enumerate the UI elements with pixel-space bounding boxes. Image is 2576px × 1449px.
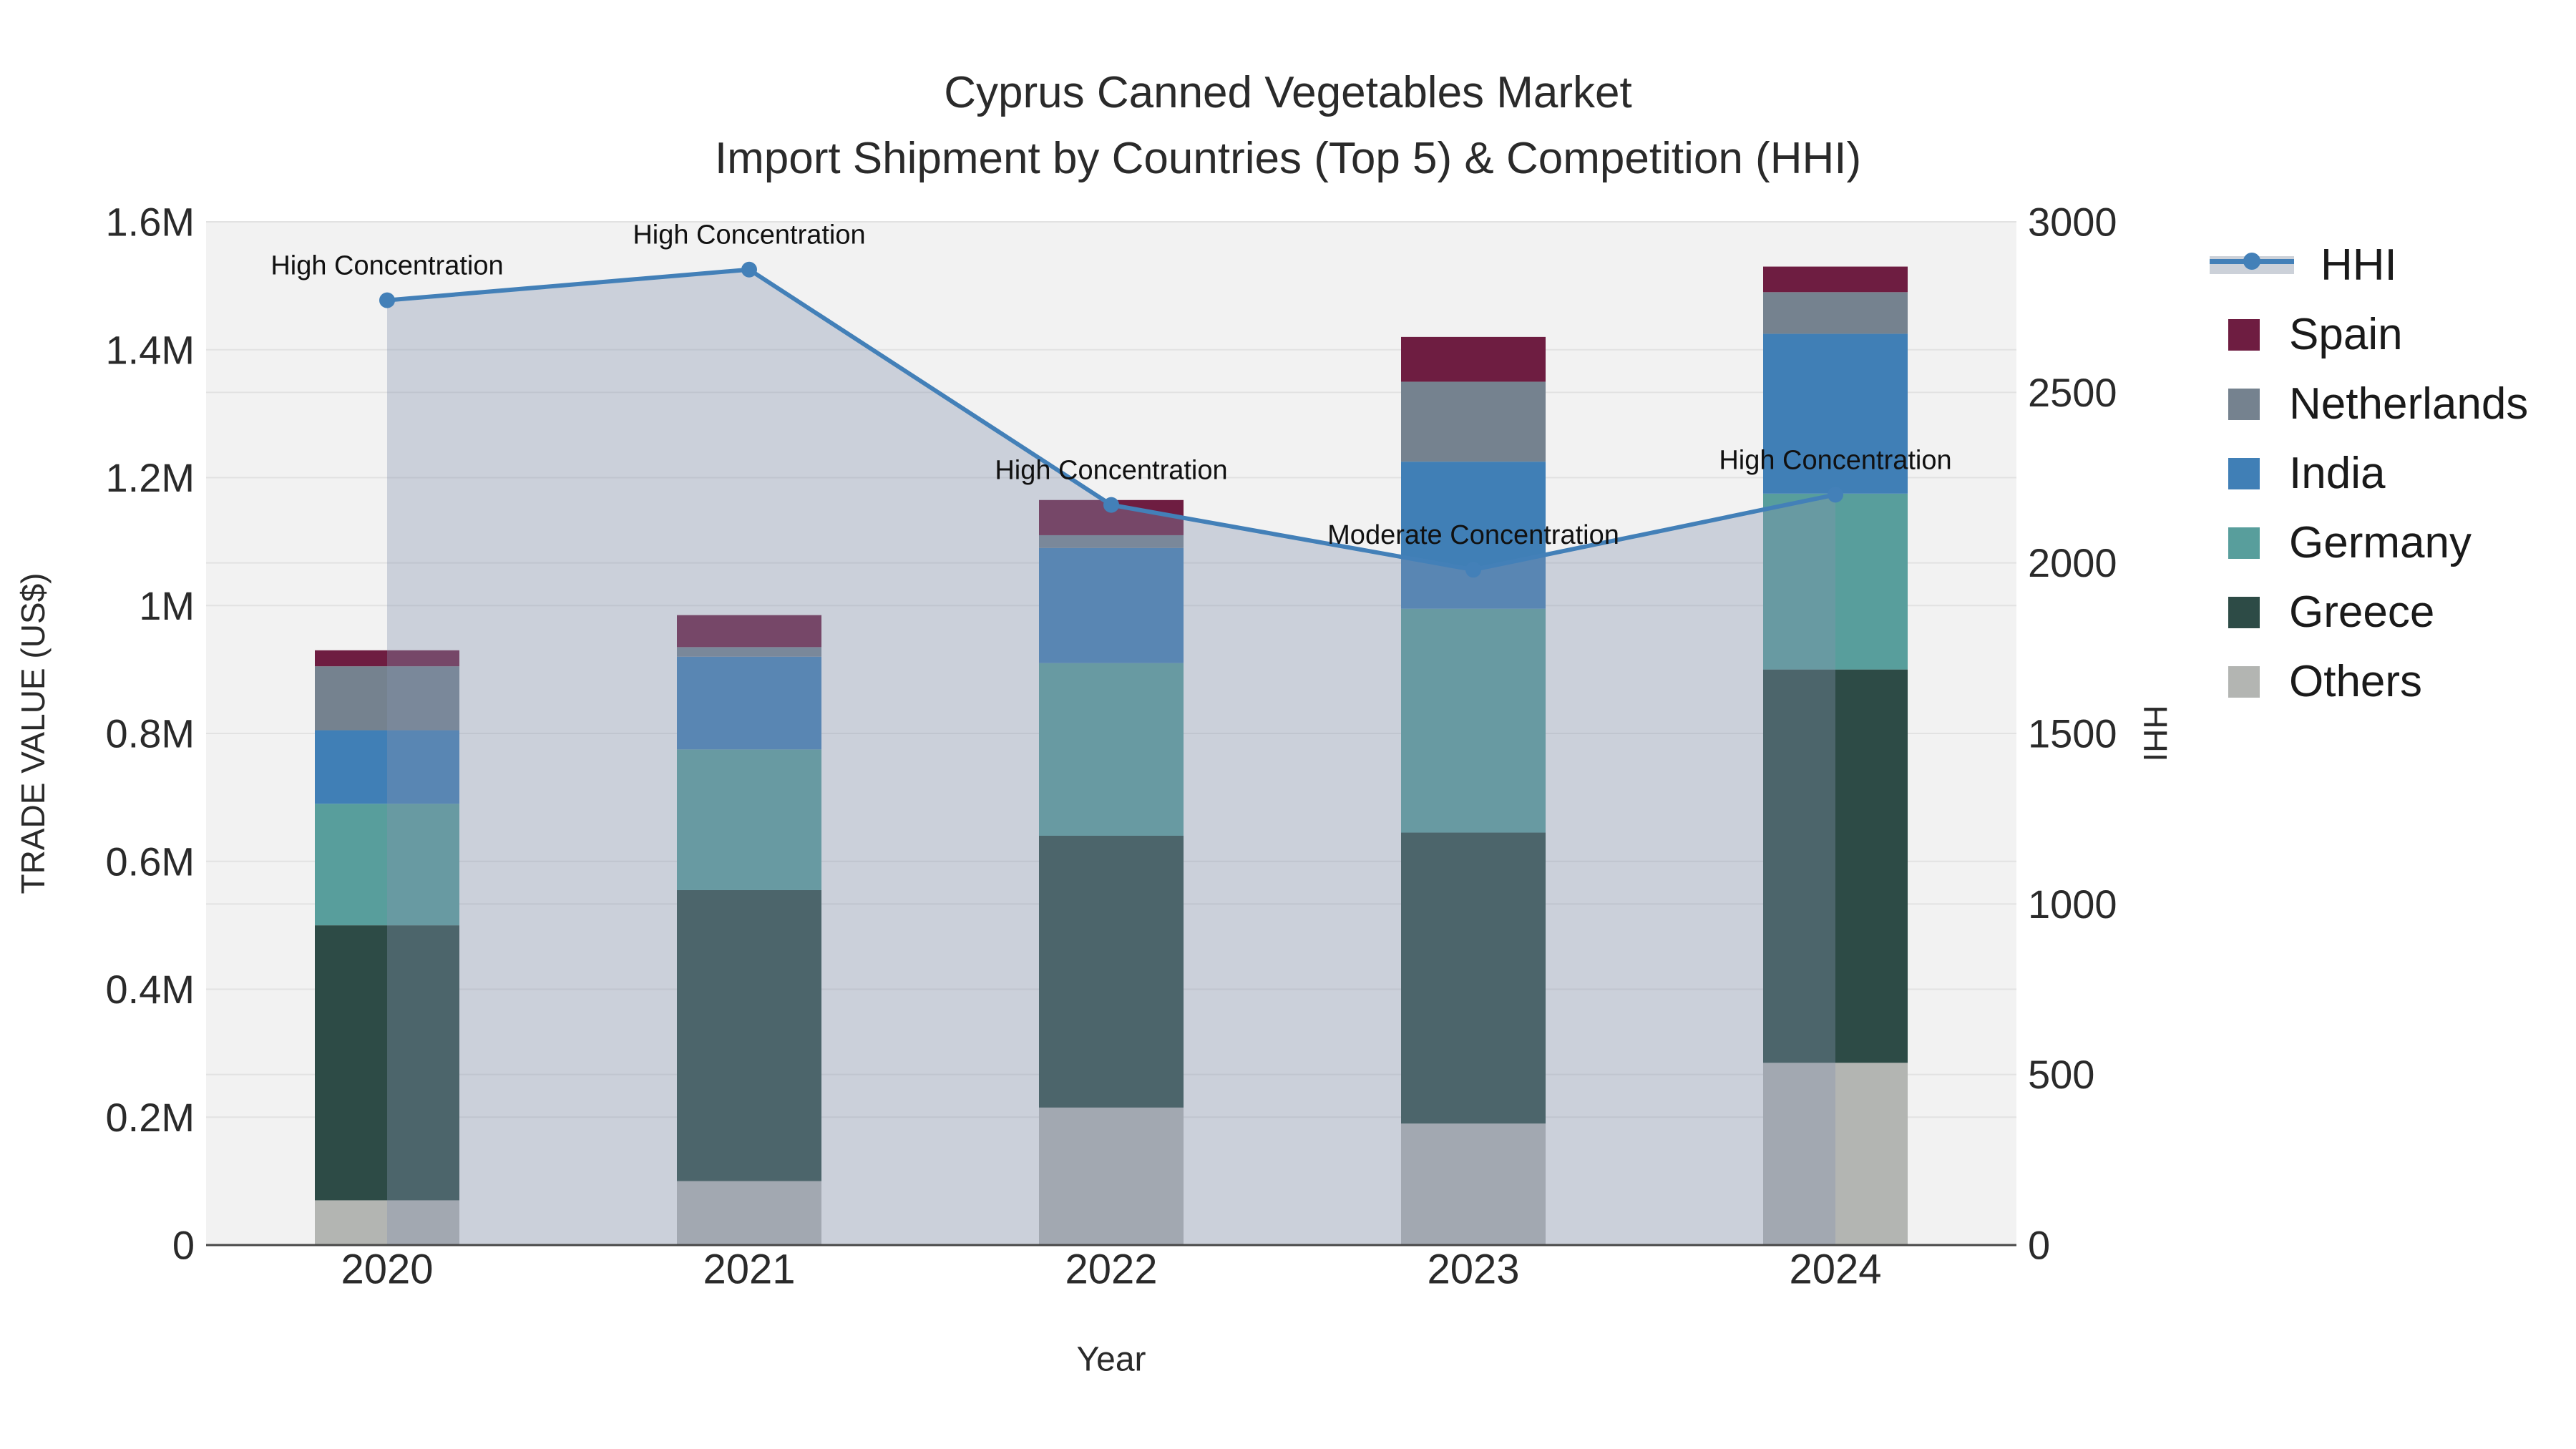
bar-segment-spain-2023 [1401, 336, 1546, 382]
bar-segment-others-2022 [1039, 1107, 1184, 1245]
chart-title: Cyprus Canned Vegetables Market [944, 68, 1632, 117]
y-axis-title-right: HHI [2137, 705, 2174, 762]
x-tick-label-2022: 2022 [1065, 1246, 1157, 1293]
y-axis-title-left: TRADE VALUE (US$) [14, 572, 52, 894]
netherlands-swatch-icon [2228, 388, 2260, 420]
bar-segment-germany-2020 [315, 804, 459, 926]
bar-segment-greece-2022 [1039, 836, 1184, 1108]
hhi-marker-2022 [1103, 497, 1119, 513]
hhi-line-swatch-icon [2210, 253, 2294, 274]
bar-segment-spain-2024 [1763, 266, 1908, 293]
bar-segment-india-2020 [315, 730, 459, 804]
y-right-tick-label: 500 [2028, 1052, 2094, 1097]
hhi-marker-2024 [1828, 487, 1843, 503]
y-left-tick-label: 1.4M [106, 327, 195, 372]
legend-label: Spain [2289, 310, 2403, 359]
bar-segment-others-2024 [1763, 1063, 1908, 1245]
legend-item-others[interactable]: Others [2210, 647, 2528, 716]
bar-segment-germany-2022 [1039, 663, 1184, 836]
bar-segment-greece-2020 [315, 925, 459, 1201]
greece-swatch-icon [2228, 596, 2260, 628]
bar-segment-india-2024 [1763, 333, 1908, 494]
hhi-marker-2023 [1465, 562, 1481, 578]
legend-label: HHI [2321, 240, 2397, 290]
y-left-tick-label: 0.2M [106, 1095, 195, 1140]
bar-segment-netherlands-2021 [677, 647, 821, 657]
y-right-tick-label: 1500 [2028, 711, 2117, 756]
y-left-tick-label: 0.4M [106, 967, 195, 1012]
hhi-marker-2020 [379, 292, 395, 308]
bar-segment-germany-2023 [1401, 608, 1546, 833]
bar-segment-others-2021 [677, 1181, 821, 1245]
hhi-area-fill [387, 269, 1835, 1245]
y-right-tick-label: 3000 [2028, 200, 2117, 245]
bar-segment-others-2020 [315, 1200, 459, 1245]
x-tick-label-2021: 2021 [703, 1246, 795, 1293]
legend: HHI Spain Netherlands India Germany Gree… [2210, 230, 2528, 716]
bar-segment-india-2022 [1039, 547, 1184, 663]
bar-segment-netherlands-2020 [315, 666, 459, 731]
bar-segment-germany-2021 [677, 749, 821, 890]
bar-segment-others-2023 [1401, 1123, 1546, 1245]
y-left-tick-label: 0.8M [106, 711, 195, 756]
y-right-tick-label: 0 [2028, 1223, 2050, 1268]
bar-segment-india-2023 [1401, 462, 1546, 609]
legend-item-india[interactable]: India [2210, 439, 2528, 508]
bar-segment-greece-2021 [677, 889, 821, 1181]
bar-segment-greece-2024 [1763, 669, 1908, 1063]
bar-segment-netherlands-2022 [1039, 535, 1184, 548]
y-right-tick-label: 1000 [2028, 882, 2117, 927]
legend-item-netherlands[interactable]: Netherlands [2210, 369, 2528, 439]
annotation-label-2021: High Concentration [633, 220, 865, 250]
annotation-label-2022: High Concentration [995, 456, 1227, 486]
legend-label: Germany [2289, 518, 2472, 567]
legend-label: Others [2289, 657, 2423, 706]
germany-swatch-icon [2228, 527, 2260, 559]
bar-segment-spain-2020 [315, 650, 459, 667]
y-left-tick-label: 0 [172, 1223, 195, 1268]
legend-label: India [2289, 449, 2386, 498]
india-swatch-icon [2228, 457, 2260, 489]
x-tick-label-2024: 2024 [1789, 1246, 1881, 1293]
x-tick-label-2023: 2023 [1427, 1246, 1519, 1293]
legend-item-hhi[interactable]: HHI [2210, 230, 2528, 300]
legend-label: Greece [2289, 587, 2435, 637]
spain-swatch-icon [2228, 318, 2260, 351]
x-tick-label-2020: 2020 [341, 1246, 433, 1293]
bar-segment-spain-2021 [677, 615, 821, 648]
legend-item-germany[interactable]: Germany [2210, 508, 2528, 577]
x-axis-title: Year [1076, 1340, 1146, 1379]
legend-label: Netherlands [2289, 379, 2529, 429]
bar-segment-greece-2023 [1401, 832, 1546, 1124]
chart-subtitle: Import Shipment by Countries (Top 5) & C… [714, 134, 1862, 183]
bar-segment-netherlands-2023 [1401, 381, 1546, 462]
y-left-tick-label: 1.6M [106, 200, 195, 245]
annotation-label-2020: High Concentration [270, 251, 503, 281]
hhi-marker-2021 [741, 261, 757, 278]
bar-segment-netherlands-2024 [1763, 292, 1908, 334]
y-right-tick-label: 2500 [2028, 370, 2117, 415]
y-left-tick-label: 1.2M [106, 455, 195, 500]
legend-item-greece[interactable]: Greece [2210, 577, 2528, 647]
y-right-tick-label: 2000 [2028, 540, 2117, 585]
annotation-label-2024: High Concentration [1719, 445, 1951, 475]
y-left-tick-label: 0.6M [106, 839, 195, 884]
y-left-tick-label: 1M [139, 583, 195, 628]
others-swatch-icon [2228, 665, 2260, 698]
legend-item-spain[interactable]: Spain [2210, 300, 2528, 369]
bar-segment-germany-2024 [1763, 493, 1908, 670]
annotation-label-2023: Moderate Concentration [1327, 520, 1619, 550]
bar-segment-india-2021 [677, 656, 821, 750]
